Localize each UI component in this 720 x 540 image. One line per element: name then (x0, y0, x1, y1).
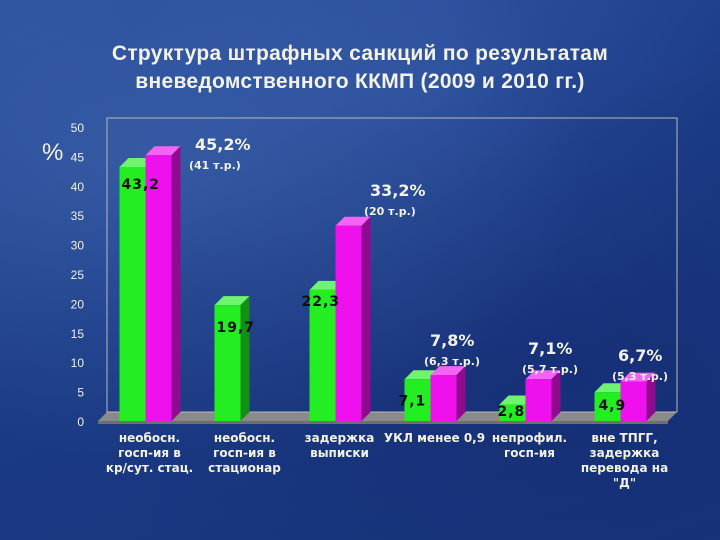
x-tick-label-line: госп-ия в (213, 446, 276, 460)
bar-side (361, 216, 371, 421)
x-tick-label-line: госп-ия (504, 446, 555, 460)
data-label: 7,1% (528, 339, 572, 358)
bar-front (309, 289, 336, 421)
x-tick-label-line: перевода на (581, 461, 668, 475)
bar-top (145, 146, 181, 156)
data-label: 7,8% (430, 331, 474, 350)
x-axis-labels: необосн. госп-ия в кр/сут. стац.необосн. го… (106, 431, 668, 490)
data-label: 43,2 (122, 177, 161, 193)
plot-back-wall (106, 117, 678, 413)
bar (620, 372, 656, 421)
x-tick-label-line: госп-ия в (118, 446, 181, 460)
bar-front (145, 155, 172, 421)
y-tick-label: 50 (71, 121, 85, 135)
bar-front (214, 305, 241, 421)
y-tick-label: 35 (71, 209, 85, 223)
bar-side (456, 366, 466, 421)
x-tick-label-line: необосн. (214, 431, 275, 445)
y-tick-label: 25 (71, 268, 85, 282)
bar-front (119, 166, 146, 421)
bar-front (620, 381, 647, 421)
plot-floor-edge (98, 421, 668, 424)
y-axis: % 0 5 10 15 20 25 30 35 40 45 50 (42, 121, 84, 429)
x-tick-label: необосн. госп-ия в кр/сут. стац. (106, 431, 193, 475)
bar-top (335, 216, 371, 226)
bar-top (620, 372, 656, 382)
bar-top (525, 370, 561, 380)
y-tick-label: 40 (71, 180, 85, 194)
x-tick-label-line: задержка (305, 431, 375, 445)
y-tick-label: 20 (71, 297, 85, 311)
data-label: 2,8 (498, 404, 526, 420)
x-tick-label-line: вне ТПГГ, (591, 431, 657, 445)
y-tick-label: 30 (71, 239, 85, 253)
x-tick-label: вне ТПГГ, задержка перевода на "Д" (581, 431, 668, 490)
x-tick-label: непрофил. госп-ия (492, 431, 567, 460)
bar (335, 216, 371, 421)
bar-front (404, 379, 431, 421)
data-label-sum: (6,3 т.р.) (424, 355, 480, 368)
y-tick-label: 5 (77, 386, 84, 400)
plot-area (98, 117, 678, 424)
x-tick-label-line: УКЛ менее 0,9 (384, 431, 485, 445)
plot-floor (98, 412, 677, 421)
chart-title: Структура штрафных санкций по результата… (40, 40, 680, 96)
bar-side (240, 296, 250, 421)
chart-title-line-1: Структура штрафных санкций по результата… (111, 42, 609, 65)
x-tick-label: УКЛ менее 0,9 (384, 431, 485, 445)
data-label: 22,3 (302, 294, 341, 310)
data-label: 7,1 (399, 393, 427, 409)
bar-top (430, 366, 466, 376)
y-axis-label: % (42, 139, 63, 166)
bar (214, 296, 250, 421)
bar (525, 370, 561, 421)
bar-front (430, 375, 457, 421)
data-label: 6,7% (618, 346, 662, 365)
bar-front (499, 404, 526, 421)
bar-side (551, 370, 561, 421)
x-tick-label-line: непрофил. (492, 431, 567, 445)
x-tick-label-line: задержка (590, 446, 660, 460)
bar-side (646, 372, 656, 421)
bar (430, 366, 466, 421)
x-tick-label-line: стационар (208, 461, 281, 475)
y-tick-label: 15 (71, 327, 85, 341)
x-tick-label-line: кр/сут. стац. (106, 461, 193, 475)
bars (119, 146, 656, 421)
data-label-sum: (41 т.р.) (189, 159, 241, 172)
data-label-sum: (5,7 т.р.) (522, 363, 578, 376)
bar-front (594, 392, 621, 421)
chart-title-line-2: вневедомственного ККМП (2009 и 2010 гг.) (135, 70, 585, 93)
bar (145, 146, 181, 421)
bar-side (171, 146, 181, 421)
x-tick-label-line: выписки (310, 446, 369, 460)
data-labels: 43,2 19,7 22,3 7,1 2,8 4,9 45,2% (41 т.р.) 33,2%… (122, 135, 668, 420)
bar-front (525, 379, 552, 421)
data-label-sum: (20 т.р.) (364, 205, 416, 218)
data-label-sum: (5,3 т.р.) (612, 370, 668, 383)
data-label: 4,9 (599, 398, 627, 414)
data-label: 19,7 (217, 320, 256, 336)
y-tick-label: 45 (71, 150, 85, 164)
bar-top (214, 296, 250, 306)
x-tick-label: задержка выписки (305, 431, 375, 460)
x-tick-label-line: необосн. (119, 431, 180, 445)
y-tick-label: 0 (77, 415, 84, 429)
bar-front (335, 225, 362, 421)
x-tick-label-line: "Д" (613, 476, 636, 490)
x-tick-label: необосн. госп-ия в стационар (208, 431, 281, 475)
y-tick-label: 10 (71, 356, 85, 370)
data-label: 45,2% (195, 135, 251, 154)
data-label: 33,2% (370, 181, 426, 200)
